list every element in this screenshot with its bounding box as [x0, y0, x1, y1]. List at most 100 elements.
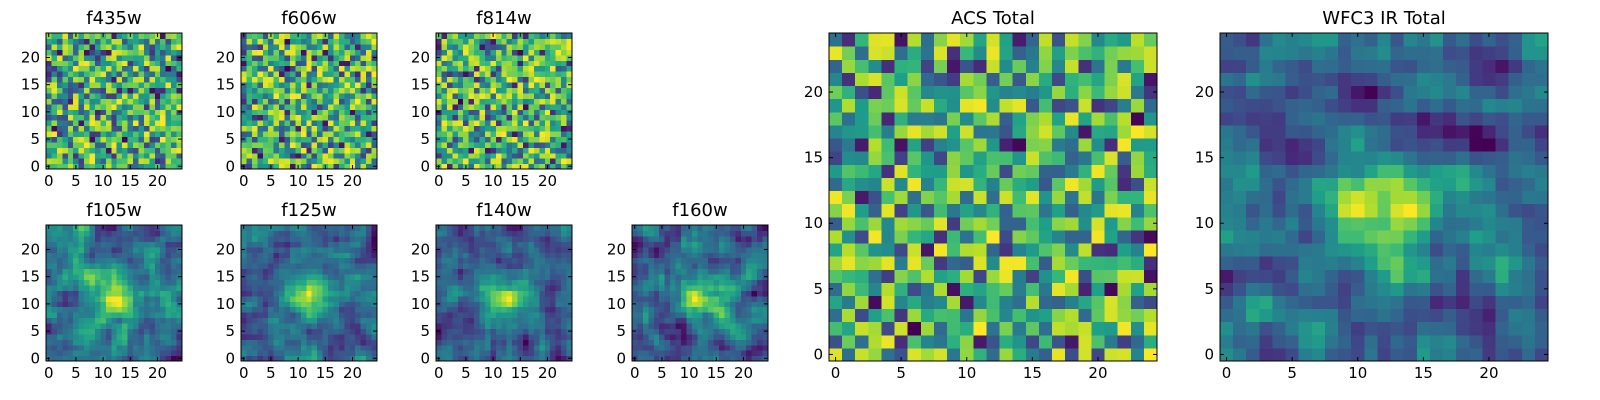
heatmap-cell: [289, 33, 296, 40]
heatmap-cell: [289, 225, 296, 232]
heatmap-cell: [67, 230, 74, 237]
heatmap-cell: [894, 282, 909, 296]
y-tick-label: 0: [420, 157, 430, 175]
heatmap-cell: [659, 317, 666, 324]
heatmap-cell: [62, 141, 69, 148]
heatmap-cell: [311, 328, 318, 335]
heatmap-cell: [73, 152, 80, 159]
heatmap-cell: [539, 43, 546, 50]
heatmap-cell: [84, 333, 91, 340]
heatmap-cell: [154, 350, 161, 357]
heatmap-cell: [999, 308, 1014, 323]
heatmap-cell: [1038, 295, 1053, 310]
heatmap-cell: [637, 355, 644, 362]
heatmap-cell: [757, 284, 764, 291]
heatmap-cell: [111, 76, 118, 83]
heatmap-cell: [452, 109, 459, 116]
heatmap-cell: [907, 190, 922, 205]
heatmap-cell: [920, 164, 935, 178]
heatmap-cell: [143, 241, 150, 248]
heatmap-cell: [457, 81, 464, 88]
heatmap-cell: [1143, 308, 1158, 323]
heatmap-cell: [907, 151, 922, 165]
heatmap-cell: [300, 103, 307, 110]
heatmap-cell: [295, 273, 302, 280]
heatmap-cell: [300, 339, 307, 346]
heatmap-cell: [89, 246, 96, 253]
heatmap-cell: [881, 347, 896, 362]
heatmap-cell: [138, 147, 145, 154]
heatmap-cell: [116, 152, 123, 159]
heatmap-cell: [257, 241, 264, 248]
heatmap-cell: [284, 263, 291, 270]
heatmap-cell: [637, 241, 644, 248]
heatmap-cell: [528, 141, 535, 148]
heatmap-cell: [355, 163, 362, 170]
heatmap-cell: [349, 141, 356, 148]
heatmap-cell: [289, 241, 296, 248]
heatmap-cell: [84, 147, 91, 154]
heatmap-cell: [484, 98, 491, 105]
heatmap-cell: [251, 350, 258, 357]
heatmap-cell: [664, 235, 671, 242]
heatmap-cell: [100, 252, 107, 259]
heatmap-cell: [1130, 177, 1145, 192]
heatmap-cell: [149, 114, 156, 121]
heatmap-cell: [251, 344, 258, 351]
heatmap-cell: [1117, 242, 1132, 257]
heatmap-cell: [127, 98, 134, 105]
heatmap-cell: [855, 295, 869, 310]
heatmap-cell: [154, 152, 161, 159]
heatmap-cell: [550, 158, 557, 165]
heatmap-cell: [349, 284, 356, 291]
heatmap-cell: [1025, 321, 1040, 336]
heatmap-cell: [512, 235, 519, 242]
heatmap-cell: [78, 114, 85, 121]
heatmap-cell: [355, 268, 362, 275]
heatmap-cell: [349, 301, 356, 308]
heatmap-cell: [642, 290, 649, 297]
heatmap-cell: [479, 147, 486, 154]
heatmap-cell: [116, 158, 123, 165]
heatmap-cell: [637, 350, 644, 357]
heatmap-cell: [702, 284, 709, 291]
heatmap-cell: [1104, 321, 1119, 336]
heatmap-cell: [561, 241, 568, 248]
heatmap-cell: [523, 141, 530, 148]
heatmap-cell: [1052, 256, 1066, 270]
heatmap-cell: [506, 252, 513, 259]
heatmap-cell: [344, 136, 351, 143]
heatmap-cell: [143, 290, 150, 297]
heatmap-cell: [544, 301, 551, 308]
heatmap-cell: [686, 301, 693, 308]
heatmap-cell: [171, 295, 178, 302]
heatmap-cell: [84, 125, 91, 132]
heatmap-cell: [659, 268, 666, 275]
heatmap-cell: [300, 273, 307, 280]
heatmap-cell: [436, 130, 443, 137]
heatmap-cell: [680, 279, 687, 286]
heatmap-cell: [517, 87, 524, 94]
heatmap-cell: [686, 263, 693, 270]
heatmap-cell: [133, 306, 140, 313]
heatmap-cell: [1117, 256, 1132, 270]
heatmap-cell: [463, 230, 470, 237]
heatmap-cell: [300, 306, 307, 313]
heatmap-cell: [517, 268, 524, 275]
heatmap-cell: [484, 257, 491, 264]
heatmap-cell: [512, 33, 519, 40]
heatmap-cell: [78, 284, 85, 291]
heatmap-cell: [311, 92, 318, 99]
heatmap-cell: [317, 38, 324, 45]
heatmap-cell: [355, 257, 362, 264]
heatmap-cell: [122, 130, 129, 137]
heatmap-cell: [338, 339, 345, 346]
heatmap-cell: [762, 257, 769, 264]
heatmap-cell: [441, 158, 448, 165]
heatmap-cell: [555, 230, 562, 237]
heatmap-cell: [719, 350, 726, 357]
heatmap-cell: [960, 177, 974, 192]
heatmap-cell: [479, 130, 486, 137]
heatmap-cell: [441, 306, 448, 313]
